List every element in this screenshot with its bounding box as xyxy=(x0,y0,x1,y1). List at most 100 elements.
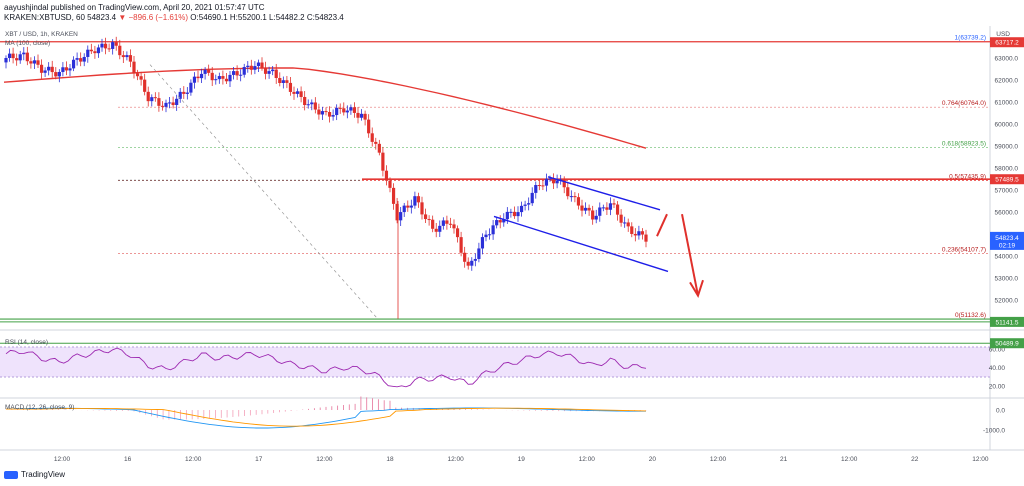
candle-body xyxy=(107,48,111,50)
candle-body xyxy=(537,185,541,187)
candle-body xyxy=(285,80,289,83)
price-tick: 63000.0 xyxy=(995,56,1019,63)
candle-body xyxy=(132,61,136,74)
candle-body xyxy=(303,96,307,106)
candle-body xyxy=(64,67,69,71)
macd-line xyxy=(5,407,646,429)
candle-body xyxy=(420,202,424,215)
candle-body xyxy=(594,215,598,220)
candle-body xyxy=(135,73,140,77)
candle-body xyxy=(18,54,22,61)
price-tick: 59000.0 xyxy=(995,144,1019,151)
candle-body xyxy=(633,233,637,236)
candle-body xyxy=(381,152,385,171)
candle-body xyxy=(139,76,143,80)
candle-body xyxy=(160,105,165,107)
candle-body xyxy=(487,234,492,236)
ma100-line xyxy=(3,67,647,149)
price-tick: 60000.0 xyxy=(995,122,1019,129)
candle-body xyxy=(50,66,54,73)
price-tick: 61000.0 xyxy=(995,100,1019,107)
candle-body xyxy=(114,42,118,46)
candle-body xyxy=(93,51,97,54)
candle-body xyxy=(516,212,520,217)
candle-body xyxy=(527,203,531,205)
candle-body xyxy=(640,231,645,235)
candle-body xyxy=(644,234,648,242)
candle-body xyxy=(231,71,236,75)
tag-top: 63717.2 xyxy=(995,40,1019,47)
arrow-down-head xyxy=(689,279,704,298)
candle-body xyxy=(630,226,634,234)
candle-body xyxy=(623,222,627,224)
ohlc-bar: KRAKEN:XBTUSD, 60 54823.4 ▼ −896.6 (−1.6… xyxy=(4,13,344,22)
currency-label: USD xyxy=(996,31,1010,38)
candle-body xyxy=(377,143,381,153)
candle-body xyxy=(89,49,93,52)
tag-resistance-bg xyxy=(990,174,1024,185)
candle-body xyxy=(299,91,303,97)
candle-body xyxy=(185,92,189,94)
candle-body xyxy=(214,79,218,81)
candle-body xyxy=(164,102,168,107)
candle-body xyxy=(29,61,33,64)
candle-body xyxy=(121,55,125,58)
rsi-tick: 40.00 xyxy=(989,365,1006,372)
candle-body xyxy=(409,205,413,208)
tag-current-bg xyxy=(990,231,1024,250)
tag-support2-bg xyxy=(990,338,1024,349)
candle-body xyxy=(36,60,40,65)
candle-body xyxy=(512,211,517,217)
candle-body xyxy=(327,112,332,117)
time-tick: 12:00 xyxy=(579,456,596,463)
time-tick: 12:00 xyxy=(972,456,989,463)
price-tick: 56000.0 xyxy=(995,210,1019,217)
tradingview-logo[interactable]: TradingView xyxy=(4,470,65,479)
candle-body xyxy=(384,170,389,181)
candle-body xyxy=(217,76,221,80)
candle-body xyxy=(395,203,399,221)
candle-body xyxy=(263,67,268,74)
candle-body xyxy=(363,113,367,120)
channel-lower-line xyxy=(493,215,669,273)
candle-body xyxy=(505,211,509,220)
candle-body xyxy=(541,185,545,187)
candle-body xyxy=(189,82,193,93)
candle-body xyxy=(626,222,630,227)
candle-body xyxy=(406,205,410,208)
candle-body xyxy=(495,220,499,226)
candle-body xyxy=(530,192,534,204)
macd-tick: 0.0 xyxy=(996,408,1005,415)
candle-body xyxy=(22,52,26,55)
candle-body xyxy=(587,207,591,211)
time-tick: 12:00 xyxy=(316,456,333,463)
candle-body xyxy=(345,110,349,113)
candle-body xyxy=(580,205,584,211)
fib-label: 0.764(60764.0) xyxy=(942,100,986,107)
candle-body xyxy=(608,203,613,210)
time-tick: 22 xyxy=(911,456,919,463)
candle-body xyxy=(157,98,161,106)
macd-tick: -1000.0 xyxy=(983,428,1005,435)
time-tick: 21 xyxy=(780,456,788,463)
candle-body xyxy=(221,76,225,79)
tag-support2: 50489.9 xyxy=(995,341,1019,348)
signal-line xyxy=(6,407,647,427)
candle-body xyxy=(15,58,19,61)
candle-body xyxy=(317,109,321,115)
candle-body xyxy=(491,225,495,235)
candle-body xyxy=(342,108,346,113)
candle-body xyxy=(242,67,246,75)
candle-body xyxy=(210,72,214,81)
candle-body xyxy=(278,78,282,83)
candle-body xyxy=(25,52,29,62)
time-tick: 12:00 xyxy=(447,456,464,463)
candle-body xyxy=(459,237,463,253)
candle-body xyxy=(615,204,620,215)
candle-body xyxy=(399,212,403,221)
time-tick: 19 xyxy=(518,456,526,463)
candle-body xyxy=(86,49,90,57)
price-tick: 52000.0 xyxy=(995,298,1019,305)
candle-body xyxy=(313,102,317,110)
